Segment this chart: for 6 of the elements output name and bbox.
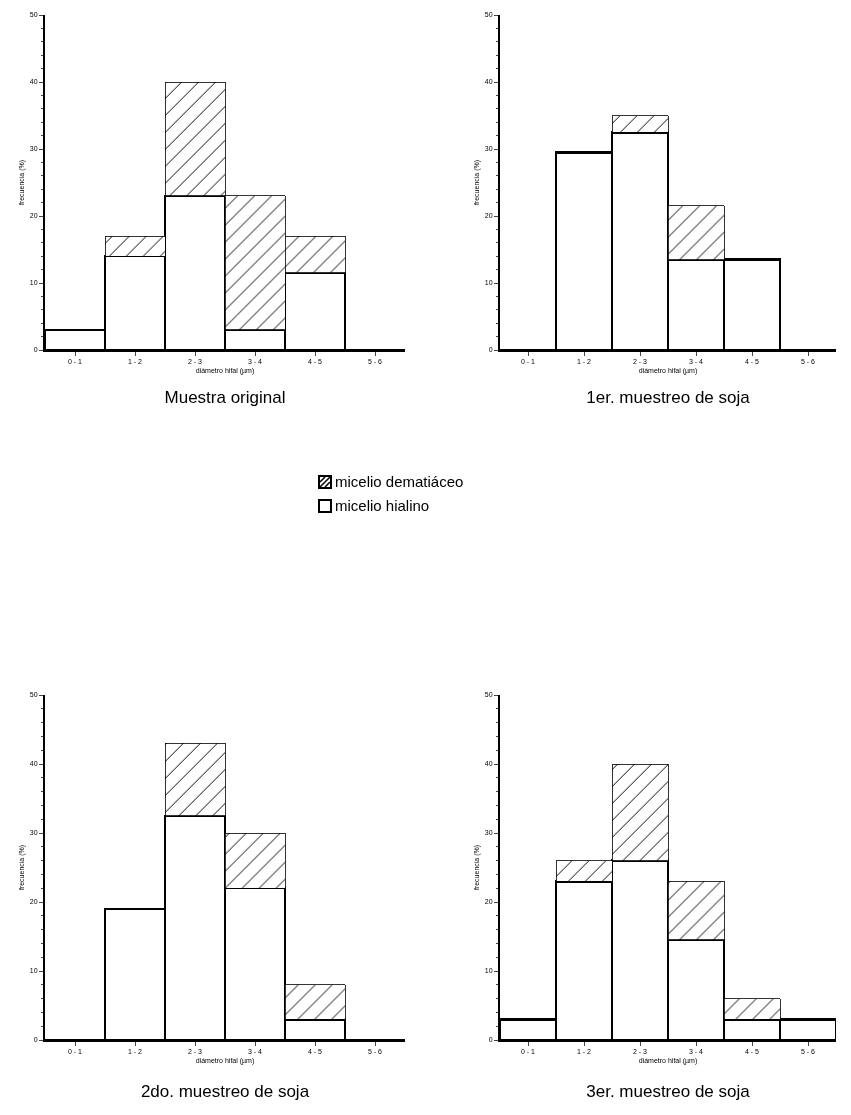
legend-label: micelio hialino	[335, 496, 430, 516]
text: 2do. muestreo de soja	[140, 1082, 310, 1102]
text: Muestra original	[164, 387, 286, 407]
text: 3er. muestreo de soja	[586, 1082, 751, 1102]
text: 1er. muestreo de soja	[586, 387, 751, 407]
legend-label: micelio dematiáceo	[335, 472, 464, 492]
